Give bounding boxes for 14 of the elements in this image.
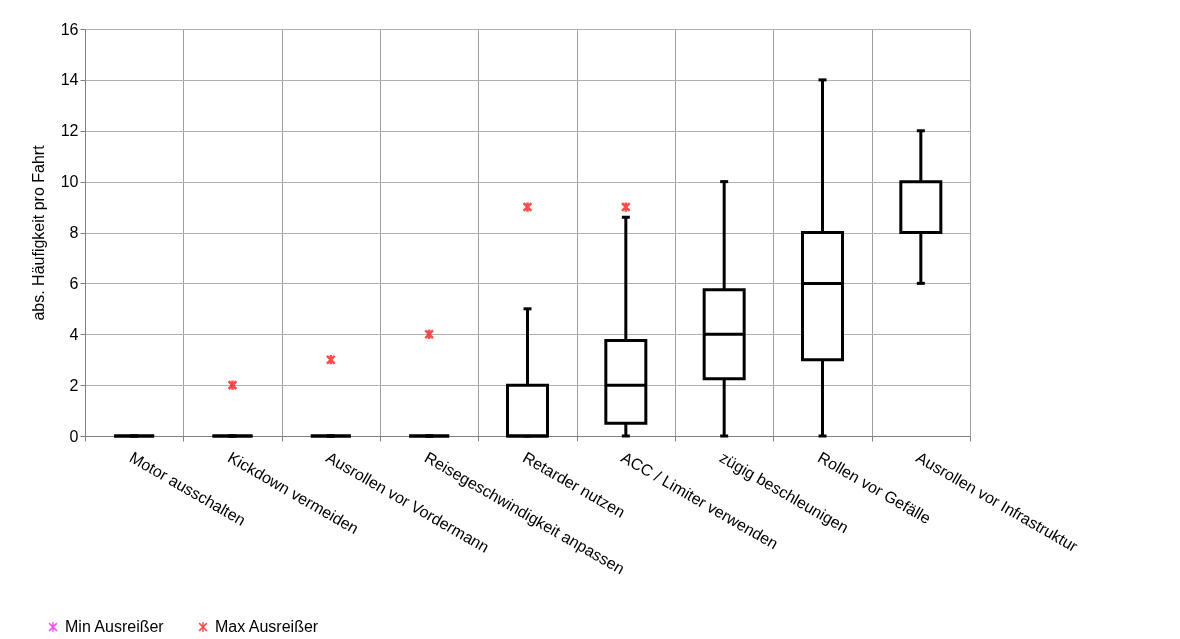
y-tick-label: 16 [60,20,79,38]
y-tick-label: 12 [60,122,79,140]
y-tick-label: 4 [69,325,79,343]
y-tick-label: 0 [69,427,79,445]
point [522,201,533,213]
legend-label: Min Ausreißer [65,618,165,635]
y-tick-label: 6 [69,274,79,292]
y-tick-label: 10 [60,173,79,191]
point [620,201,631,213]
y-tick-label: 8 [69,224,79,241]
legend-label: Max Ausreißer [215,618,319,635]
y-tick-label: 14 [60,71,79,89]
y-tick-label: 2 [69,376,79,394]
y-axis-title: abs. Häufigkeit pro Fahrt [29,144,47,321]
